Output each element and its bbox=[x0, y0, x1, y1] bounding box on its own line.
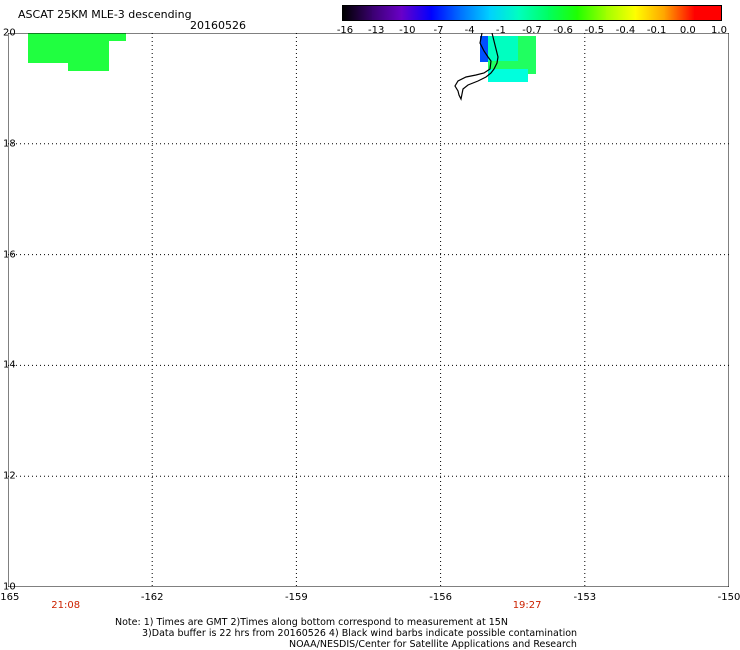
color-scale-segment bbox=[489, 6, 520, 20]
color-scale-bar bbox=[342, 5, 722, 21]
note-line-3: NOAA/NESDIS/Center for Satellite Applica… bbox=[289, 639, 577, 650]
latitude-label: 20 bbox=[3, 27, 16, 39]
color-scale-label: -0.1 bbox=[646, 25, 667, 36]
longitude-label: -162 bbox=[140, 592, 164, 603]
color-scale-label: -1 bbox=[495, 25, 506, 36]
color-scale-segment bbox=[606, 6, 637, 20]
color-scale-label: 0.0 bbox=[679, 25, 696, 36]
color-scale-label: -7 bbox=[433, 25, 444, 36]
color-scale-label: -0.5 bbox=[584, 25, 605, 36]
color-scale-segment bbox=[343, 6, 374, 20]
color-scale-segment bbox=[547, 6, 578, 20]
color-scale-label: -13 bbox=[367, 25, 385, 36]
color-scale-segment bbox=[664, 6, 695, 20]
map-date: 20160526 bbox=[190, 19, 246, 32]
data-cell bbox=[480, 36, 490, 62]
color-scale-segment bbox=[430, 6, 461, 20]
color-scale-label: -0.6 bbox=[553, 25, 573, 36]
graticule bbox=[8, 33, 729, 587]
color-scale-segment bbox=[518, 6, 549, 20]
longitude-label: -150 bbox=[717, 592, 740, 603]
latitude-label: 16 bbox=[3, 249, 16, 261]
data-cells bbox=[28, 33, 536, 82]
color-scale-segment bbox=[372, 6, 403, 20]
data-cell bbox=[488, 69, 528, 82]
longitude-label: -156 bbox=[429, 592, 452, 603]
latitude-label: 18 bbox=[3, 138, 16, 150]
color-scale-segment bbox=[576, 6, 608, 20]
longitude-label: -159 bbox=[285, 592, 308, 603]
map-title: ASCAT 25KM MLE-3 descending bbox=[18, 8, 192, 21]
color-scale-segment bbox=[459, 6, 491, 20]
color-scale-segment bbox=[401, 6, 432, 20]
coastline-hawaii-big-island bbox=[454, 33, 499, 101]
time-label: 21:08 bbox=[51, 600, 81, 611]
longitude-label: -153 bbox=[573, 592, 597, 603]
color-scale-label: -4 bbox=[464, 25, 475, 36]
longitude-label: -165 bbox=[0, 592, 20, 603]
data-cell bbox=[68, 55, 109, 71]
color-scale-label: -0.7 bbox=[522, 25, 542, 36]
color-scale-segment bbox=[693, 6, 721, 20]
color-scale-label: -0.4 bbox=[615, 25, 636, 36]
note-line-1: Note: 1) Times are GMT 2)Times along bot… bbox=[115, 617, 508, 628]
data-cell bbox=[28, 33, 126, 41]
latitude-label: 12 bbox=[3, 470, 16, 482]
latitude-label: 14 bbox=[3, 359, 16, 371]
time-label: 19:27 bbox=[512, 600, 542, 611]
color-scale-label: -16 bbox=[336, 25, 354, 36]
map-plot-area bbox=[8, 33, 729, 587]
color-scale-label: -10 bbox=[399, 25, 416, 36]
data-cell bbox=[488, 61, 536, 72]
color-scale-segment bbox=[635, 6, 666, 20]
note-line-2: 3)Data buffer is 22 hrs from 20160526 4)… bbox=[142, 628, 578, 639]
color-scale-label: 1.0 bbox=[711, 25, 727, 36]
latitude-label: 10 bbox=[3, 581, 16, 593]
